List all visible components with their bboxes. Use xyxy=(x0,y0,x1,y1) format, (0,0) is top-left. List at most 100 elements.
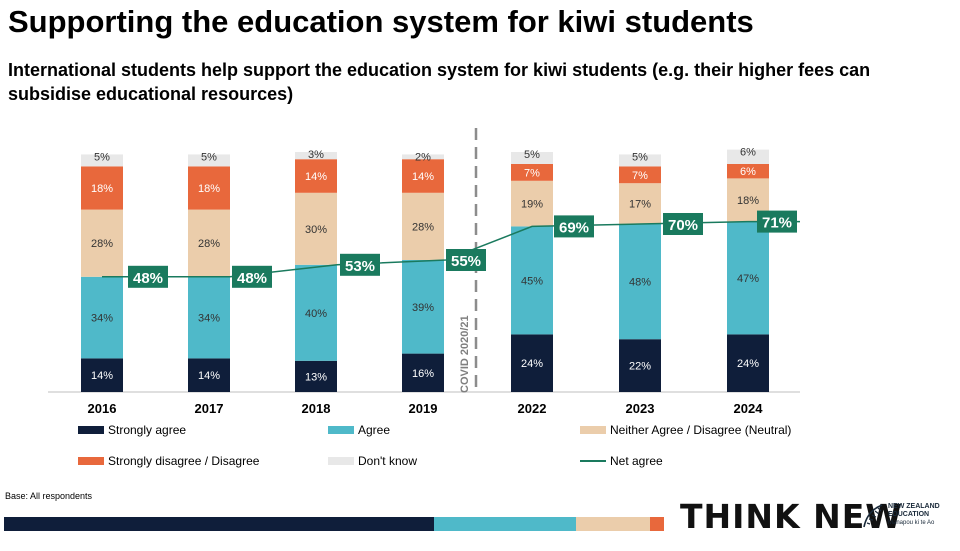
base-note: Base: All respondents xyxy=(5,491,93,501)
data-label-neutral-2019: 28% xyxy=(412,221,434,233)
data-label-strongly_agree-2017: 14% xyxy=(198,370,220,382)
data-label-strongly_agree-2016: 14% xyxy=(91,370,113,382)
data-label-neutral-2023: 17% xyxy=(629,199,651,211)
data-label-dont_know-2019: 2% xyxy=(415,151,431,163)
data-label-neutral-2024: 18% xyxy=(737,195,759,207)
bar-dont_know-2023 xyxy=(619,154,661,167)
fern-icon xyxy=(863,504,883,528)
nz-logo-line2: EDUCATION xyxy=(888,511,930,518)
x-tick-label-2024: 2024 xyxy=(734,401,764,416)
x-tick-label-2022: 2022 xyxy=(518,401,547,416)
data-label-dont_know-2022: 5% xyxy=(524,149,540,161)
x-tick-label-2019: 2019 xyxy=(409,401,438,416)
bar-neutral-2019 xyxy=(402,192,444,260)
data-label-disagree-2023: 7% xyxy=(632,170,648,182)
net-agree-box-2023 xyxy=(663,213,703,235)
legend-swatch-dont_know xyxy=(328,457,354,465)
legend-swatch-disagree xyxy=(78,457,104,465)
bar-strongly_agree-2024 xyxy=(727,334,769,392)
data-label-strongly_agree-2019: 16% xyxy=(412,368,434,380)
data-label-neutral-2017: 28% xyxy=(198,238,220,250)
data-label-strongly_agree-2018: 13% xyxy=(305,371,327,383)
bar-strongly_agree-2019 xyxy=(402,353,444,392)
data-label-disagree-2019: 14% xyxy=(412,171,434,183)
net-agree-label-2017: 48% xyxy=(237,270,267,287)
data-label-agree-2016: 34% xyxy=(91,313,113,325)
chart-subtitle: International students help support the … xyxy=(8,60,871,104)
x-tick-label-2016: 2016 xyxy=(88,401,117,416)
legend-label-neutral: Neither Agree / Disagree (Neutral) xyxy=(610,423,791,437)
footer-bar-sand xyxy=(576,517,650,531)
footer-bar-teal xyxy=(434,517,576,531)
data-label-neutral-2018: 30% xyxy=(305,224,327,236)
net-agree-box-2022 xyxy=(554,215,594,238)
bar-disagree-2018 xyxy=(295,159,337,193)
chart-title: Supporting the education system for kiwi… xyxy=(8,4,754,39)
legend-label-dont_know: Don't know xyxy=(358,454,417,468)
data-label-dont_know-2017: 5% xyxy=(201,151,217,163)
bar-neutral-2023 xyxy=(619,183,661,224)
bar-strongly_agree-2017 xyxy=(188,358,230,392)
data-label-disagree-2018: 14% xyxy=(305,171,327,183)
footer-bar-orange xyxy=(650,517,664,531)
bar-strongly_agree-2023 xyxy=(619,339,661,392)
data-label-dont_know-2024: 6% xyxy=(740,147,756,159)
data-label-dont_know-2023: 5% xyxy=(632,151,648,163)
net-agree-box-2017 xyxy=(232,265,272,288)
data-label-neutral-2016: 28% xyxy=(91,238,113,250)
bar-disagree-2023 xyxy=(619,166,661,184)
x-tick-label-2018: 2018 xyxy=(302,401,331,416)
bar-neutral-2018 xyxy=(295,192,337,265)
footer-bar-navy xyxy=(4,517,434,531)
bar-disagree-2022 xyxy=(511,164,553,181)
legend-label-disagree: Strongly disagree / Disagree xyxy=(108,454,260,468)
data-label-agree-2023: 48% xyxy=(629,277,651,289)
bar-neutral-2022 xyxy=(511,180,553,227)
legend-label-agree: Agree xyxy=(358,423,390,437)
bar-dont_know-2022 xyxy=(511,152,553,164)
data-label-agree-2018: 40% xyxy=(305,308,327,320)
data-label-disagree-2024: 6% xyxy=(740,166,756,178)
legend-label-net_agree: Net agree xyxy=(610,454,663,468)
net-agree-label-2019: 55% xyxy=(451,253,481,270)
data-label-dont_know-2018: 3% xyxy=(308,149,324,161)
bar-agree-2017 xyxy=(188,276,230,359)
legend-swatch-neutral xyxy=(580,426,606,434)
net-agree-label-2016: 48% xyxy=(133,270,163,287)
bar-dont_know-2024 xyxy=(727,149,769,164)
bar-disagree-2024 xyxy=(727,164,769,179)
think-new-logo: THINK NEW xyxy=(680,497,903,536)
bar-neutral-2017 xyxy=(188,209,230,277)
nz-logo-line1: NEW ZEALAND xyxy=(888,503,940,510)
net-agree-box-2018 xyxy=(340,253,380,276)
bar-strongly_agree-2022 xyxy=(511,334,553,392)
bar-strongly_agree-2016 xyxy=(81,358,123,392)
bar-agree-2018 xyxy=(295,264,337,361)
x-tick-label-2017: 2017 xyxy=(195,401,224,416)
net-agree-box-2024 xyxy=(757,210,797,233)
bar-agree-2016 xyxy=(81,276,123,359)
bar-dont_know-2019 xyxy=(402,154,444,160)
bar-disagree-2016 xyxy=(81,166,123,210)
data-label-strongly_agree-2022: 24% xyxy=(521,358,543,370)
bar-strongly_agree-2018 xyxy=(295,360,337,392)
bar-disagree-2017 xyxy=(188,166,230,210)
net-agree-label-2023: 70% xyxy=(668,217,698,234)
net-agree-label-2022: 69% xyxy=(559,219,589,236)
data-label-strongly_agree-2024: 24% xyxy=(737,358,759,370)
data-label-agree-2022: 45% xyxy=(521,275,543,287)
bar-agree-2022 xyxy=(511,226,553,335)
data-label-strongly_agree-2023: 22% xyxy=(629,361,651,373)
x-tick-label-2023: 2023 xyxy=(626,401,655,416)
data-label-dont_know-2016: 5% xyxy=(94,151,110,163)
bar-disagree-2019 xyxy=(402,159,444,193)
bar-neutral-2016 xyxy=(81,209,123,277)
data-label-neutral-2022: 19% xyxy=(521,199,543,211)
bar-agree-2023 xyxy=(619,224,661,340)
bar-dont_know-2016 xyxy=(81,154,123,167)
data-label-disagree-2017: 18% xyxy=(198,183,220,195)
covid-label: COVID 2020/21 xyxy=(459,315,471,393)
data-label-disagree-2022: 7% xyxy=(524,167,540,179)
nz-logo-line3: Manapou ki te Ao xyxy=(888,520,935,526)
